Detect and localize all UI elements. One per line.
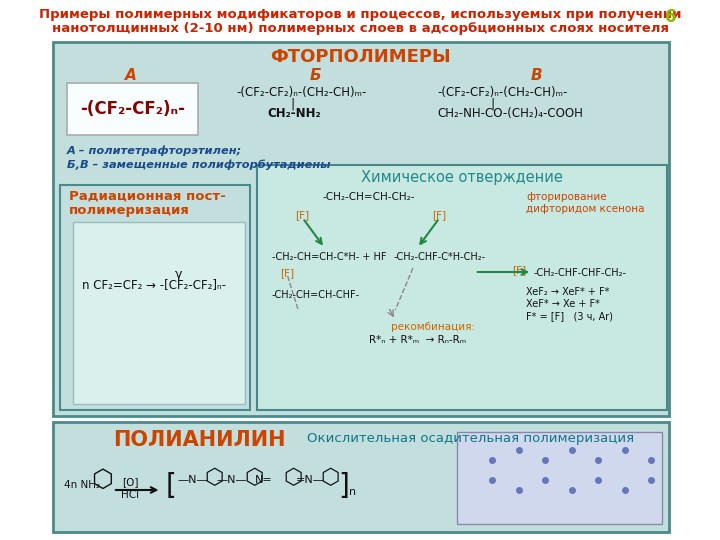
Text: -CH₂-CH=CH-CHF-: -CH₂-CH=CH-CHF-	[271, 290, 360, 300]
Text: дифторидом ксенона: дифторидом ксенона	[526, 204, 644, 214]
Text: n CF₂=CF₂ → -[CF₂-CF₂]ₙ-: n CF₂=CF₂ → -[CF₂-CF₂]ₙ-	[82, 278, 226, 291]
Text: Б,В – замещенные полифторбутадиены: Б,В – замещенные полифторбутадиены	[67, 159, 330, 170]
Text: n: n	[349, 487, 356, 497]
Text: 6: 6	[665, 8, 677, 26]
Bar	[60, 185, 250, 410]
Text: Примеры полимерных модификаторов и процессов, используемых при получении: Примеры полимерных модификаторов и проце…	[39, 8, 681, 21]
Text: [: [	[166, 472, 176, 500]
Text: рекомбинация:: рекомбинация:	[391, 322, 475, 332]
Text: XeF* → Xe + F*: XeF* → Xe + F*	[526, 299, 600, 309]
Text: А: А	[125, 68, 136, 83]
Text: А – политетрафторэтилен;: А – политетрафторэтилен;	[67, 146, 242, 157]
Text: ⬡: ⬡	[244, 468, 264, 488]
Text: F* = [F]   (3 ч, Ar): F* = [F] (3 ч, Ar)	[526, 311, 613, 321]
Text: -CH₂-CH=CH-CH₂-: -CH₂-CH=CH-CH₂-	[323, 192, 415, 202]
Text: фторирование: фторирование	[526, 192, 606, 202]
Text: ⬡: ⬡	[320, 468, 340, 488]
Text: -(CF₂-CF₂)ₙ-: -(CF₂-CF₂)ₙ-	[80, 100, 185, 118]
Text: [F]: [F]	[281, 268, 294, 278]
Text: -CH₂-CHF-CHF-CH₂-: -CH₂-CHF-CHF-CH₂-	[534, 268, 627, 278]
Text: N=: N=	[255, 475, 273, 485]
Text: ⬡: ⬡	[91, 468, 113, 492]
Text: |: |	[490, 98, 495, 111]
Bar	[257, 165, 667, 410]
Text: γ: γ	[175, 268, 183, 281]
Text: CH₂-NH-CO-(CH₂)₄-COOH: CH₂-NH-CO-(CH₂)₄-COOH	[438, 107, 583, 120]
Text: Радиационная пост-: Радиационная пост-	[68, 190, 225, 203]
Text: —N—: —N—	[177, 475, 208, 485]
Text: ⬡: ⬡	[204, 468, 224, 488]
Text: -CH₂-CHF-C*H-CH₂-: -CH₂-CHF-C*H-CH₂-	[394, 252, 486, 262]
Text: -(CF₂-CF₂)ₙ-(CH₂-CH)ₘ-: -(CF₂-CF₂)ₙ-(CH₂-CH)ₘ-	[236, 86, 366, 99]
Text: -(CF₂-CF₂)ₙ-(CH₂-CH)ₘ-: -(CF₂-CF₂)ₙ-(CH₂-CH)ₘ-	[438, 86, 568, 99]
Text: —N—: —N—	[216, 475, 247, 485]
Text: [O]: [O]	[122, 477, 139, 487]
Text: CH₂-NH₂: CH₂-NH₂	[267, 107, 321, 120]
Text: полимеризация: полимеризация	[68, 204, 189, 217]
Text: нанотолщинных (2-10 нм) полимерных слоев в адсорбционных слоях носителя: нанотолщинных (2-10 нм) полимерных слоев…	[52, 22, 668, 35]
Text: Окислительная осадительная полимеризация: Окислительная осадительная полимеризация	[307, 432, 634, 445]
Text: XeF₂ → XeF* + F*: XeF₂ → XeF* + F*	[526, 287, 609, 297]
Bar	[67, 83, 197, 135]
Text: В: В	[531, 68, 542, 83]
Text: |: |	[290, 98, 294, 111]
Text: =N—: =N—	[296, 475, 325, 485]
Text: [F]: [F]	[433, 210, 446, 220]
Text: ФТОРПОЛИМЕРЫ: ФТОРПОЛИМЕРЫ	[270, 48, 450, 66]
Bar	[457, 432, 662, 524]
Text: [F]: [F]	[296, 210, 310, 220]
Bar	[53, 422, 669, 532]
Text: 4n NH₂: 4n NH₂	[64, 480, 101, 490]
Text: Б: Б	[310, 68, 322, 83]
Text: [F]: [F]	[512, 265, 526, 275]
Text: -CH₂-CH=CH-C*H- + HF: -CH₂-CH=CH-C*H- + HF	[271, 252, 386, 262]
Text: ⬡: ⬡	[283, 468, 302, 488]
Text: ]: ]	[338, 472, 348, 500]
Text: Химическое отверждение: Химическое отверждение	[361, 170, 563, 185]
Bar	[73, 222, 246, 404]
Text: HCl: HCl	[122, 490, 140, 500]
Text: ПОЛИАНИЛИН: ПОЛИАНИЛИН	[113, 430, 285, 450]
Bar	[53, 42, 669, 416]
Text: R*ₙ + R*ₘ  → Rₙ-Rₘ: R*ₙ + R*ₘ → Rₙ-Rₘ	[369, 335, 466, 345]
